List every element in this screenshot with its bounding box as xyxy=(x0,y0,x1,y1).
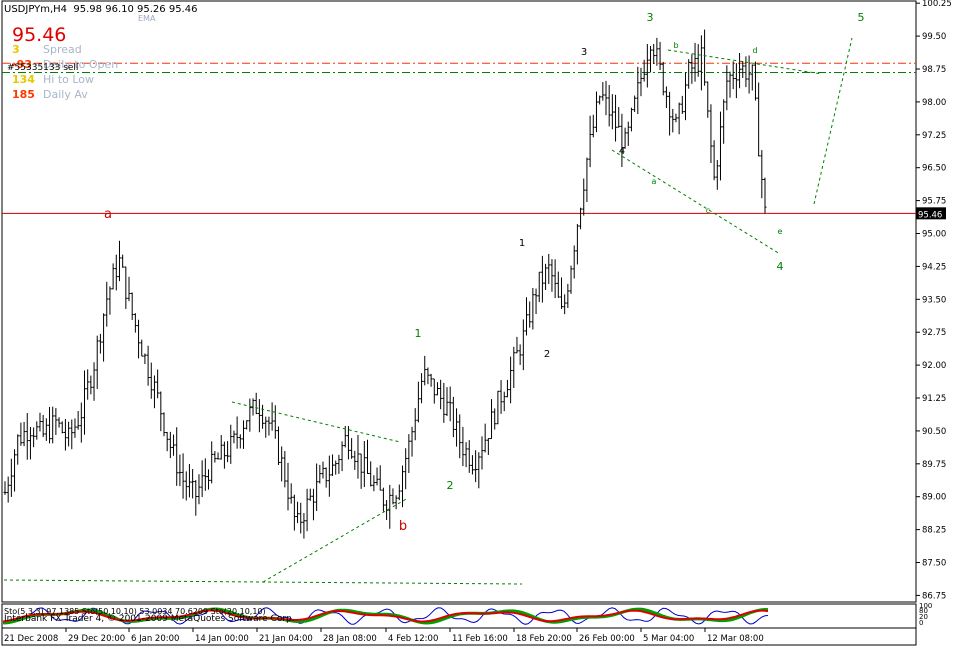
wave-trendline[interactable] xyxy=(3,579,523,585)
y-tick-label: 91.25 xyxy=(922,394,946,404)
x-tick-label: 21 Dec 2008 xyxy=(4,634,58,644)
wave-label: 2 xyxy=(544,349,550,360)
y-tick-label: 93.50 xyxy=(922,295,946,305)
info-row-value: 185 xyxy=(12,88,35,101)
wave-label: 4 xyxy=(619,146,625,157)
wave-trendline[interactable] xyxy=(611,149,781,255)
wave-label: 2 xyxy=(447,479,454,492)
ema-label: EMA xyxy=(138,14,156,23)
x-tick-label: 14 Jan 00:00 xyxy=(195,634,249,644)
x-tick-label: 4 Feb 12:00 xyxy=(388,634,438,644)
indicator-scale-label: 100 xyxy=(919,602,932,610)
indicator-scale-label: 0 xyxy=(919,619,923,627)
y-tick-label: 87.50 xyxy=(922,559,946,569)
info-row-value: 134 xyxy=(12,73,35,86)
info-row-label: Daily Av xyxy=(43,88,88,101)
info-row-value: -93 xyxy=(12,58,32,71)
y-tick-label: 92.00 xyxy=(922,361,946,371)
time-axis-frame xyxy=(1,627,917,646)
footer-credit: Interbank FX Trader 4, © 2001-2009 MetaQ… xyxy=(4,614,295,624)
x-tick-label: 28 Jan 08:00 xyxy=(323,634,377,644)
main-plot-frame[interactable] xyxy=(1,0,917,603)
x-tick-label: 11 Feb 16:00 xyxy=(452,634,508,644)
y-tick-label: 92.75 xyxy=(922,328,946,338)
price-tag-box xyxy=(916,207,946,220)
y-tick-label: 100.25 xyxy=(922,0,952,9)
wave-label: 3 xyxy=(581,47,587,58)
wave-label: b xyxy=(673,41,678,50)
wave-label: 3 xyxy=(647,11,654,24)
indicator-scale-label: 80 xyxy=(919,607,928,615)
indicator-scale-label: 20 xyxy=(919,613,928,621)
indicator-params: Sto(5,3,3) 97.1385 Sto(50,10,10) 53.0034… xyxy=(4,607,266,616)
order-label: #55335133 sell xyxy=(7,63,79,73)
wave-label: a xyxy=(104,207,112,222)
x-tick-label: 12 Mar 08:00 xyxy=(707,634,764,644)
y-tick-label: 96.50 xyxy=(922,164,946,174)
wave-trendline[interactable] xyxy=(262,497,409,583)
y-tick-label: 95.75 xyxy=(922,197,946,207)
wave-label: a xyxy=(652,177,657,186)
info-row-label: Hi to Low xyxy=(43,73,95,86)
y-tick-label: 89.75 xyxy=(922,460,946,470)
x-tick-label: 21 Jan 04:00 xyxy=(259,634,313,644)
wave-trendline[interactable] xyxy=(813,37,853,205)
wave-trendline[interactable] xyxy=(231,401,401,443)
y-tick-label: 99.50 xyxy=(922,32,946,42)
y-tick-label: 95.00 xyxy=(922,230,946,240)
info-price: 95.46 xyxy=(12,24,67,46)
wave-label: c xyxy=(706,206,710,215)
y-tick-label: 98.75 xyxy=(922,65,946,75)
y-tick-label: 89.00 xyxy=(922,493,946,503)
symbol-timeframe: USDJPYm,H4 xyxy=(4,4,68,15)
wave-label: 1 xyxy=(415,327,422,340)
y-tick-label: 90.50 xyxy=(922,427,946,437)
wave-label: 5 xyxy=(858,11,865,24)
wave-trendline[interactable] xyxy=(667,49,823,75)
x-tick-label: 26 Feb 00:00 xyxy=(579,634,635,644)
wave-label: b xyxy=(399,519,407,534)
wave-label: 4 xyxy=(777,260,784,273)
info-row-label: Daily to Open xyxy=(43,58,119,71)
wave-label: e xyxy=(778,227,783,236)
y-tick-label: 86.75 xyxy=(922,591,946,601)
price-tag-text: 95.46 xyxy=(918,210,942,220)
info-row-value: 3 xyxy=(12,43,20,56)
x-tick-label: 6 Jan 20:00 xyxy=(131,634,179,644)
x-tick-label: 5 Mar 04:00 xyxy=(643,634,694,644)
chart-header: USDJPYm,H4 95.98 96.10 95.26 95.46 xyxy=(4,4,197,15)
x-tick-label: 29 Dec 20:00 xyxy=(68,634,125,644)
info-row-label: Spread xyxy=(43,43,82,56)
wave-label: d xyxy=(752,46,757,55)
y-tick-label: 98.00 xyxy=(922,98,946,108)
x-tick-label: 18 Feb 20:00 xyxy=(516,634,572,644)
wave-label: 1 xyxy=(519,238,525,249)
y-tick-label: 88.25 xyxy=(922,526,946,536)
y-tick-label: 94.25 xyxy=(922,262,946,272)
ohlc-values: 95.98 96.10 95.26 95.46 xyxy=(73,4,198,15)
y-tick-label: 97.25 xyxy=(922,131,946,141)
stochastic-signal-line xyxy=(2,609,769,623)
